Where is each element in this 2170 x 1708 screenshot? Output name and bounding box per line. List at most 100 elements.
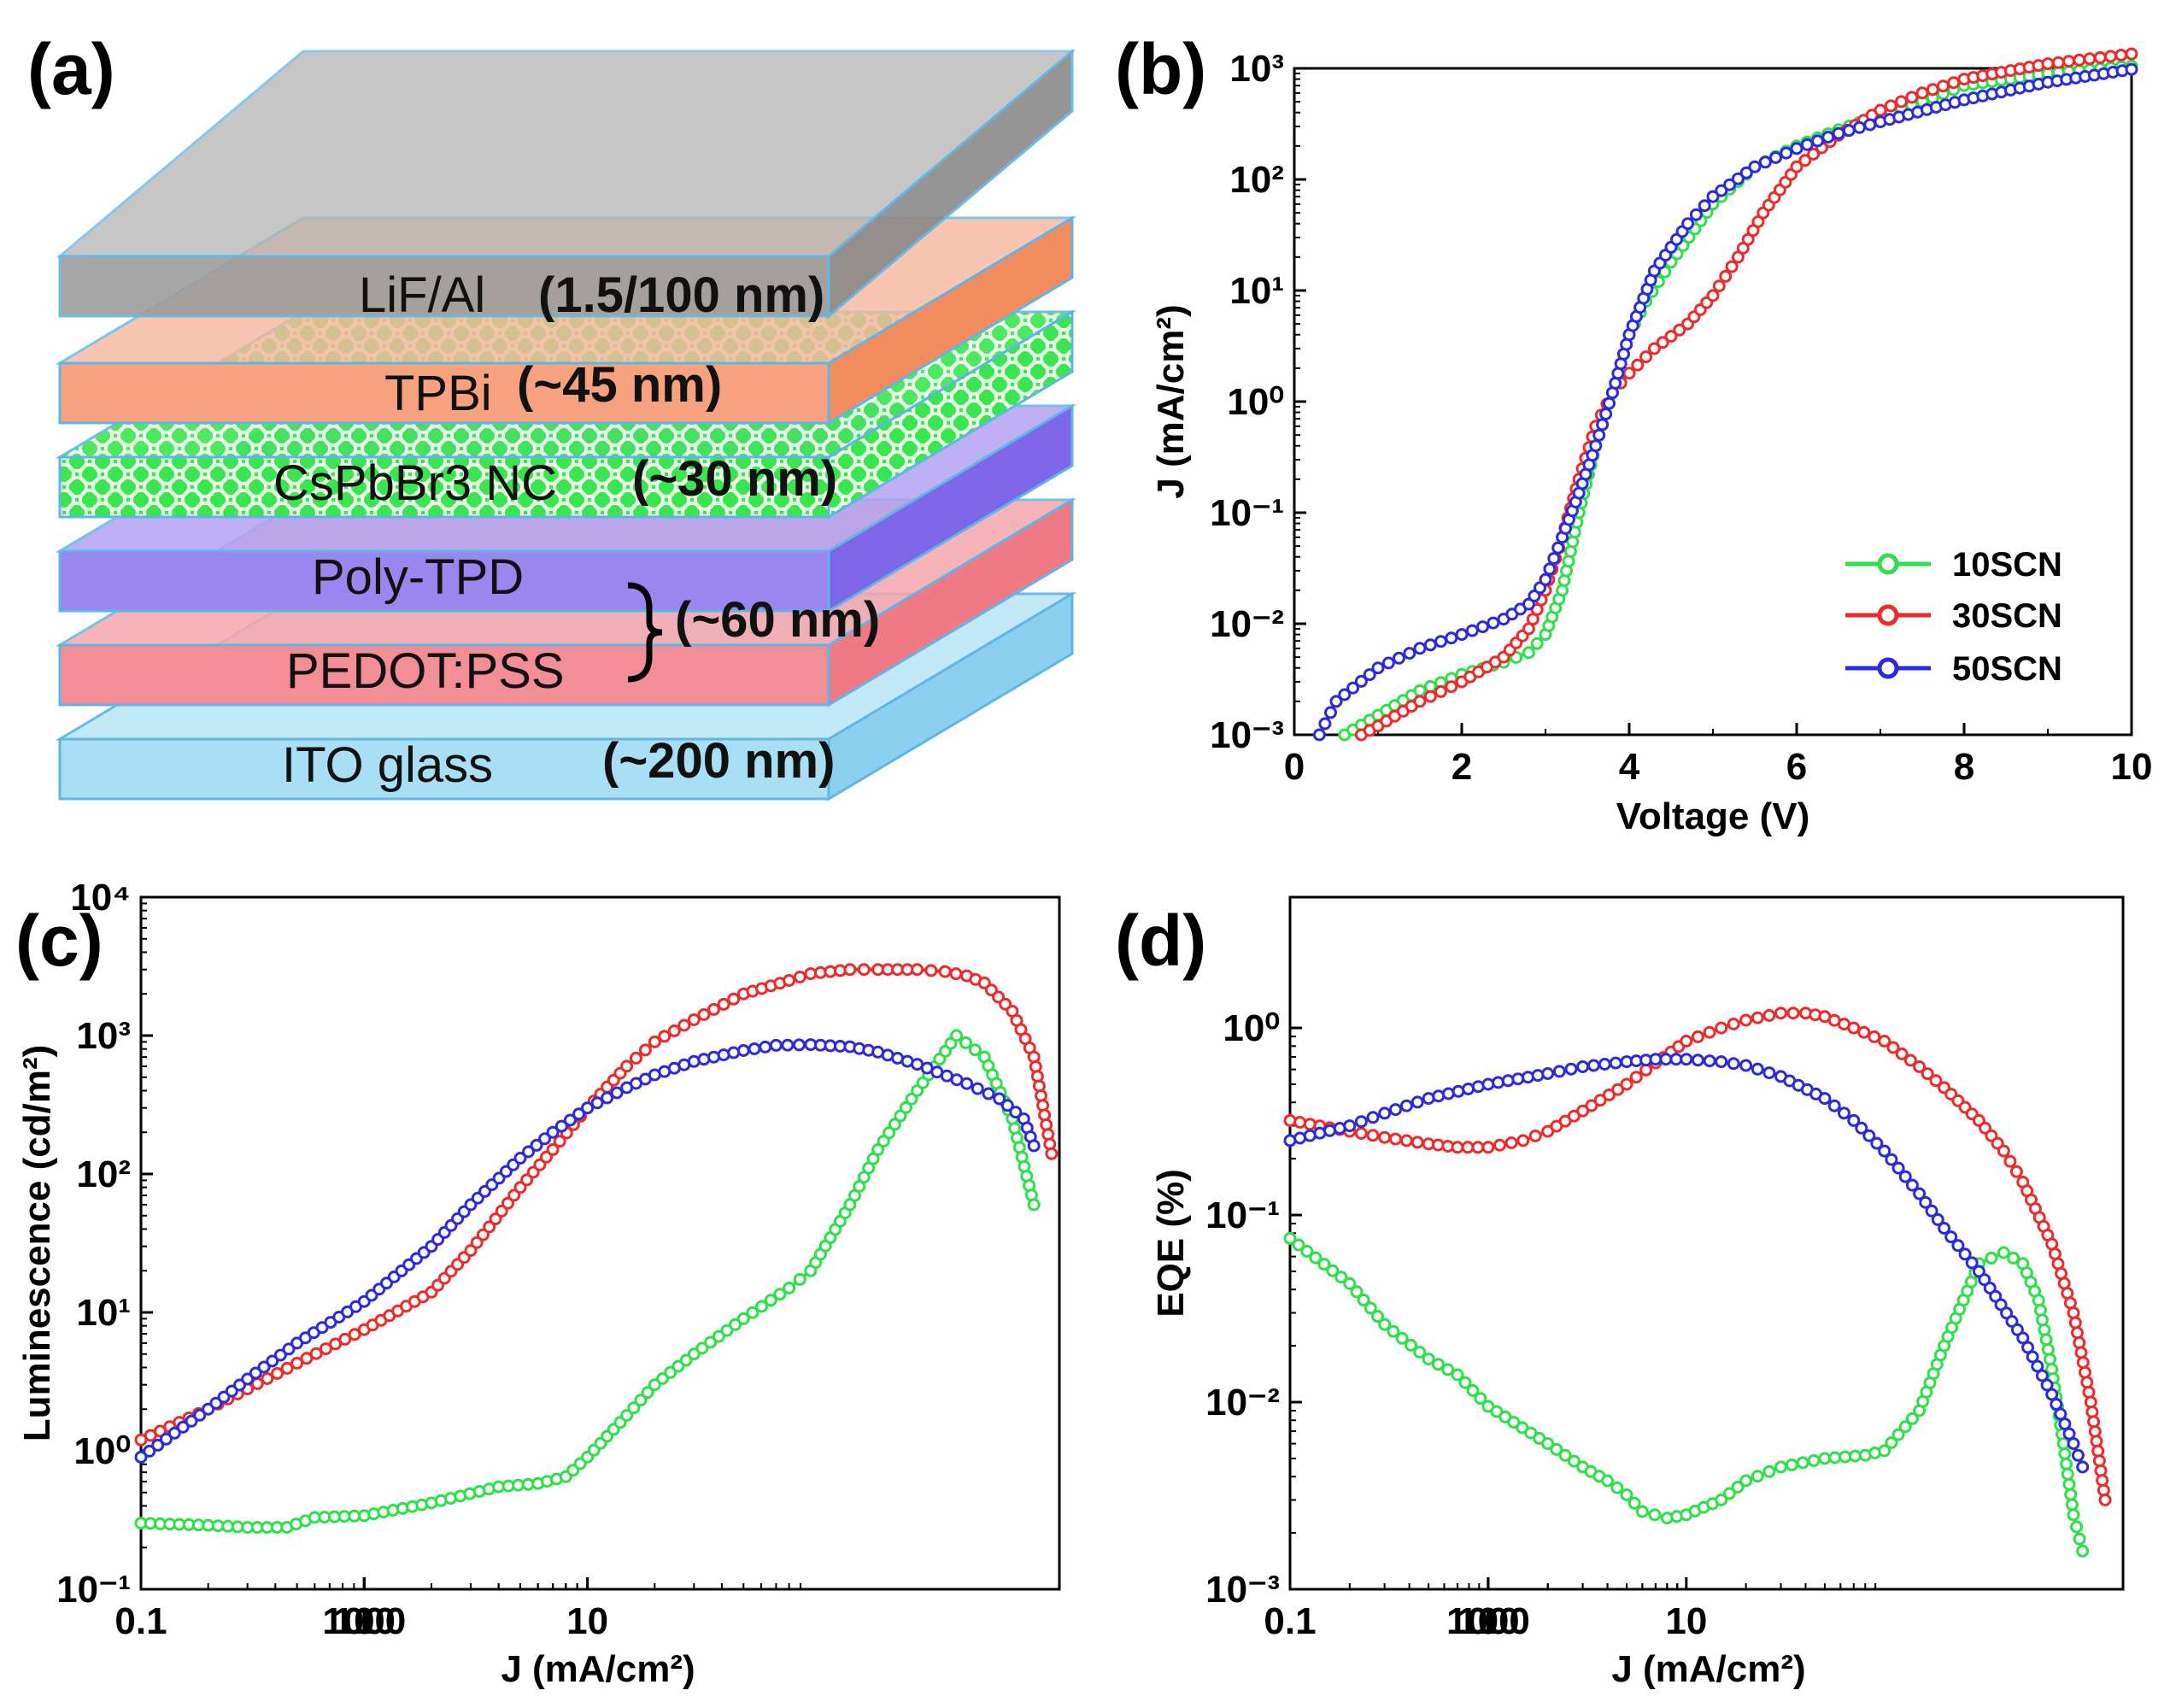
tpbi-thickness: (~45 nm) bbox=[517, 357, 722, 413]
data-point bbox=[1965, 1256, 1979, 1270]
cspbbr3-name: CsPbBr3 NC bbox=[273, 455, 557, 511]
data-point bbox=[2039, 1333, 2053, 1347]
data-point bbox=[1629, 1071, 1643, 1084]
data-point bbox=[877, 1135, 890, 1148]
data-point bbox=[1333, 1122, 1346, 1135]
data-point bbox=[2076, 1460, 2090, 1474]
data-point bbox=[329, 1337, 343, 1351]
data-point bbox=[1785, 1459, 1798, 1471]
x-tick-label: 10 bbox=[2111, 746, 2153, 788]
x-tick-label: 8 bbox=[1954, 746, 1974, 788]
data-point bbox=[1703, 1054, 1716, 1068]
data-point bbox=[783, 974, 796, 987]
y-tick-label: 10⁻² bbox=[1205, 1382, 1280, 1423]
data-point bbox=[1445, 631, 1458, 645]
data-point bbox=[338, 1332, 352, 1346]
data-point bbox=[687, 1347, 701, 1361]
data-point bbox=[727, 992, 741, 1006]
data-point bbox=[2051, 56, 2065, 69]
data-point bbox=[266, 1354, 279, 1368]
data-point bbox=[2083, 52, 2097, 66]
legend-item-10scn: 10SCN bbox=[1845, 546, 2062, 584]
data-point bbox=[1739, 1059, 1753, 1072]
data-point bbox=[1451, 1368, 1464, 1382]
data-point bbox=[1312, 728, 1326, 742]
data-point bbox=[2076, 1544, 2090, 1558]
data-point bbox=[982, 1087, 995, 1101]
data-point bbox=[1354, 1115, 1368, 1129]
data-point bbox=[1027, 1139, 1041, 1153]
data-point bbox=[1891, 1161, 1905, 1175]
y-tick-label: 10⁻³ bbox=[1210, 714, 1284, 756]
data-point bbox=[899, 1101, 912, 1114]
data-point bbox=[959, 1036, 972, 1049]
data-point bbox=[1586, 1059, 1600, 1072]
data-point bbox=[1838, 1106, 1850, 1120]
data-point bbox=[1292, 1238, 1305, 1252]
data-point bbox=[271, 1367, 284, 1380]
data-point bbox=[1481, 1077, 1495, 1091]
data-point bbox=[2021, 1341, 2034, 1354]
data-point bbox=[1309, 1251, 1323, 1265]
data-point bbox=[727, 1046, 741, 1059]
data-point bbox=[143, 1444, 156, 1458]
data-point bbox=[1821, 131, 1835, 144]
data-point bbox=[1751, 1470, 1764, 1483]
data-point bbox=[1609, 1056, 1622, 1070]
y-tick-label: 10¹ bbox=[76, 1292, 131, 1334]
data-point bbox=[1293, 1131, 1307, 1145]
data-point bbox=[1364, 1301, 1377, 1315]
data-point bbox=[2041, 57, 2055, 71]
data-point bbox=[483, 1220, 496, 1234]
data-point bbox=[1531, 1069, 1545, 1083]
data-point bbox=[1870, 1136, 1884, 1150]
data-point bbox=[522, 1145, 535, 1159]
data-point bbox=[938, 965, 952, 978]
x-tick-label: 1000 bbox=[322, 1600, 406, 1642]
data-point bbox=[707, 1050, 720, 1064]
data-point bbox=[704, 1335, 718, 1349]
data-point bbox=[1691, 1054, 1704, 1067]
data-point bbox=[1635, 1505, 1649, 1518]
data-point bbox=[1847, 1113, 1861, 1127]
panel-b-jv-chart: (b) 10⁻³ 10⁻² 10⁻¹ 10⁰ 10¹ 10² 10³ 0 2 4 6 8 10 Vol… bbox=[1115, 29, 2152, 837]
data-point bbox=[1516, 1134, 1530, 1147]
data-point bbox=[1522, 646, 1535, 660]
data-point bbox=[1371, 1310, 1384, 1324]
y-ticks-d: 10⁻³ 10⁻² 10⁻¹ 10⁰ bbox=[1205, 1007, 1302, 1611]
data-point bbox=[2067, 1508, 2080, 1522]
data-point bbox=[1855, 1121, 1868, 1135]
data-point bbox=[1413, 1346, 1427, 1359]
data-point bbox=[2076, 1356, 2090, 1370]
cspbbr3-thickness: (~30 nm) bbox=[632, 451, 837, 507]
data-point bbox=[1681, 217, 1695, 231]
data-point bbox=[857, 963, 871, 977]
data-point bbox=[950, 1029, 964, 1042]
legend-label-10scn: 10SCN bbox=[1952, 546, 2062, 584]
data-point bbox=[2065, 1498, 2079, 1511]
data-point bbox=[1541, 1437, 1555, 1451]
data-point bbox=[1691, 1030, 1704, 1043]
data-point bbox=[2031, 1359, 2044, 1373]
data-point bbox=[2036, 1313, 2050, 1327]
x-tick-label: 10 bbox=[1665, 1600, 1707, 1642]
data-point bbox=[2074, 1346, 2088, 1359]
data-point bbox=[309, 1347, 323, 1360]
data-point bbox=[1603, 396, 1616, 410]
data-point bbox=[2060, 1457, 2073, 1470]
data-point bbox=[1324, 706, 1337, 719]
data-point bbox=[2032, 1294, 2045, 1307]
data-point bbox=[134, 1450, 148, 1464]
data-point bbox=[764, 1294, 777, 1307]
panel-d-label: (d) bbox=[1115, 901, 1206, 981]
data-point bbox=[773, 1288, 787, 1301]
data-point bbox=[1547, 552, 1561, 566]
data-point bbox=[707, 1002, 720, 1016]
data-point bbox=[1378, 1106, 1392, 1120]
data-point bbox=[1647, 342, 1661, 355]
data-point bbox=[160, 1432, 173, 1446]
data-point bbox=[1334, 1271, 1348, 1284]
data-point bbox=[1366, 1129, 1380, 1142]
data-point bbox=[1931, 1212, 1944, 1226]
